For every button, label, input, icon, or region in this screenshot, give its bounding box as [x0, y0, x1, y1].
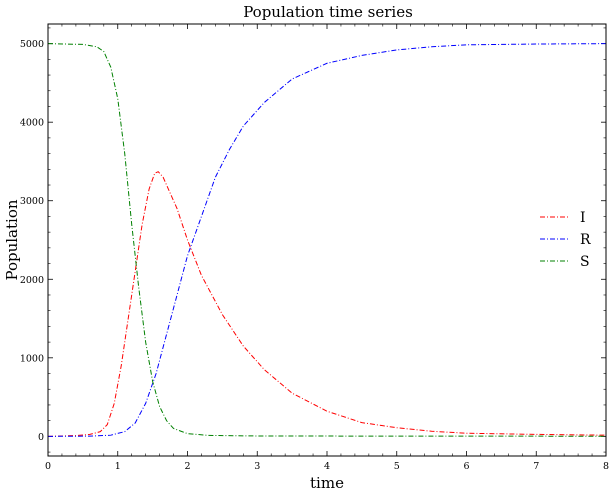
- x-tick-label: 2: [184, 461, 190, 472]
- x-tick-label: 0: [45, 461, 51, 472]
- x-tick-label: 3: [254, 461, 260, 472]
- x-tick-label: 7: [533, 461, 539, 472]
- y-tick-label: 2000: [20, 275, 44, 286]
- x-tick-label: 4: [324, 461, 330, 472]
- plot-area: 0 1 2 3 4 5 6 7 8 0 1000 2000 3000 4000 5000: [20, 24, 609, 472]
- x-tick-label: 6: [463, 461, 469, 472]
- y-axis-label: Population: [3, 199, 21, 280]
- x-axis-label: time: [310, 474, 344, 492]
- legend-label-I: I: [580, 210, 586, 226]
- plot-frame: [47, 23, 607, 457]
- y-tick-label: 1000: [20, 353, 44, 364]
- series-line-I: [47, 171, 607, 437]
- x-tick-label: 8: [603, 461, 609, 472]
- legend-label-S: S: [580, 254, 590, 270]
- x-tick-label: 1: [115, 461, 121, 472]
- y-tick-label: 3000: [20, 196, 44, 207]
- chart-title: Population time series: [243, 3, 413, 21]
- y-tick-label: 4000: [20, 118, 44, 129]
- series-line-S: [47, 43, 607, 437]
- x-tick-label: 5: [394, 461, 400, 472]
- y-tick-label: 0: [38, 432, 44, 443]
- series-line-R: [47, 43, 607, 437]
- legend-label-R: R: [580, 232, 591, 248]
- legend: IRS: [540, 210, 591, 270]
- y-tick-label: 5000: [20, 39, 44, 50]
